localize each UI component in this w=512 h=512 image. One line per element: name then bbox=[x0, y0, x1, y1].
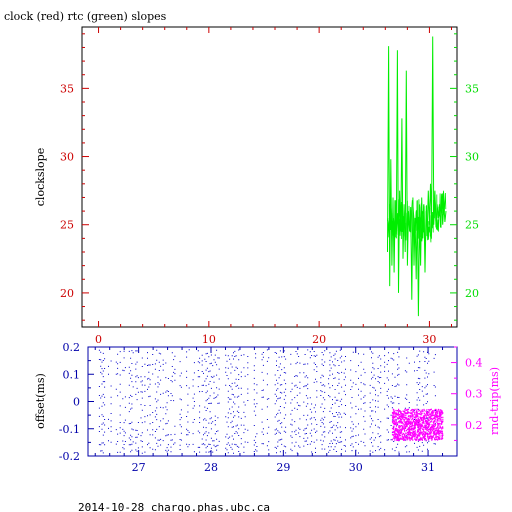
footer-host-date: 2014-10-28 chargo.phas.ubc.ca bbox=[78, 501, 270, 512]
offset-panel: offset(ms) rnd-trip(ms) 27 28 29 30 31 -0.2 -0… bbox=[34, 341, 501, 474]
top-right-y-tick-label: 30 bbox=[465, 151, 479, 164]
top-x-tick-label: 0 bbox=[95, 333, 102, 346]
bottom-left-y-axis-label: offset(ms) bbox=[34, 373, 47, 429]
top-right-y-tick-label: 25 bbox=[465, 219, 479, 232]
roundtrip-scatter-series bbox=[391, 408, 444, 442]
top-right-y-tick-label: 20 bbox=[465, 287, 479, 300]
bottom-x-tick-label: 29 bbox=[276, 461, 290, 474]
bottom-left-y-tick-label: 0.1 bbox=[63, 368, 81, 381]
top-left-y-tick-label: 35 bbox=[60, 82, 74, 95]
top-x-tick-label: 20 bbox=[312, 333, 326, 346]
green-slope-noise bbox=[387, 190, 447, 243]
bottom-x-tick-label: 27 bbox=[132, 461, 146, 474]
bottom-x-tick-label: 31 bbox=[421, 461, 435, 474]
top-left-y-tick-label: 20 bbox=[60, 287, 74, 300]
offset-scatter-series bbox=[98, 349, 436, 454]
figure-title: clock (red) rtc (green) slopes bbox=[4, 10, 167, 23]
bottom-x-tick-label: 28 bbox=[204, 461, 218, 474]
top-plot-frame bbox=[81, 26, 458, 328]
offset-scatter-points bbox=[98, 349, 436, 454]
top-y-axis-label: clockslope bbox=[34, 148, 47, 206]
green-slope-line bbox=[387, 36, 447, 317]
bottom-right-y-tick-label: 0.3 bbox=[465, 388, 483, 401]
bottom-left-y-tick-label: 0.2 bbox=[63, 341, 81, 354]
top-left-y-tick-label: 25 bbox=[60, 219, 74, 232]
top-axes: 0 10 20 30 20 25 30 35 20 25 30 35 bbox=[60, 27, 479, 346]
roundtrip-scatter-points bbox=[391, 408, 444, 442]
bottom-left-y-tick-label: -0.1 bbox=[59, 423, 80, 436]
bottom-right-y-axis-label: rnd-trip(ms) bbox=[488, 367, 501, 435]
bottom-right-y-tick-label: 0.4 bbox=[465, 357, 483, 370]
bottom-axes: 27 28 29 30 31 -0.2 -0.1 0 0.1 0.2 0.2 0.3 0.4 bbox=[59, 341, 483, 474]
top-x-tick-label: 30 bbox=[422, 333, 436, 346]
top-x-tick-label: 10 bbox=[202, 333, 216, 346]
green-slope-series bbox=[387, 36, 447, 317]
top-left-y-tick-label: 30 bbox=[60, 151, 74, 164]
bottom-x-tick-label: 30 bbox=[349, 461, 363, 474]
clockslope-panel: clockslope 0 10 20 30 20 25 30 35 20 25 30 35 bbox=[34, 26, 479, 346]
bottom-right-y-tick-label: 0.2 bbox=[465, 419, 483, 432]
top-right-y-tick-label: 35 bbox=[465, 82, 479, 95]
bottom-left-y-tick-label: 0 bbox=[73, 396, 80, 409]
bottom-left-y-tick-label: -0.2 bbox=[59, 450, 80, 463]
